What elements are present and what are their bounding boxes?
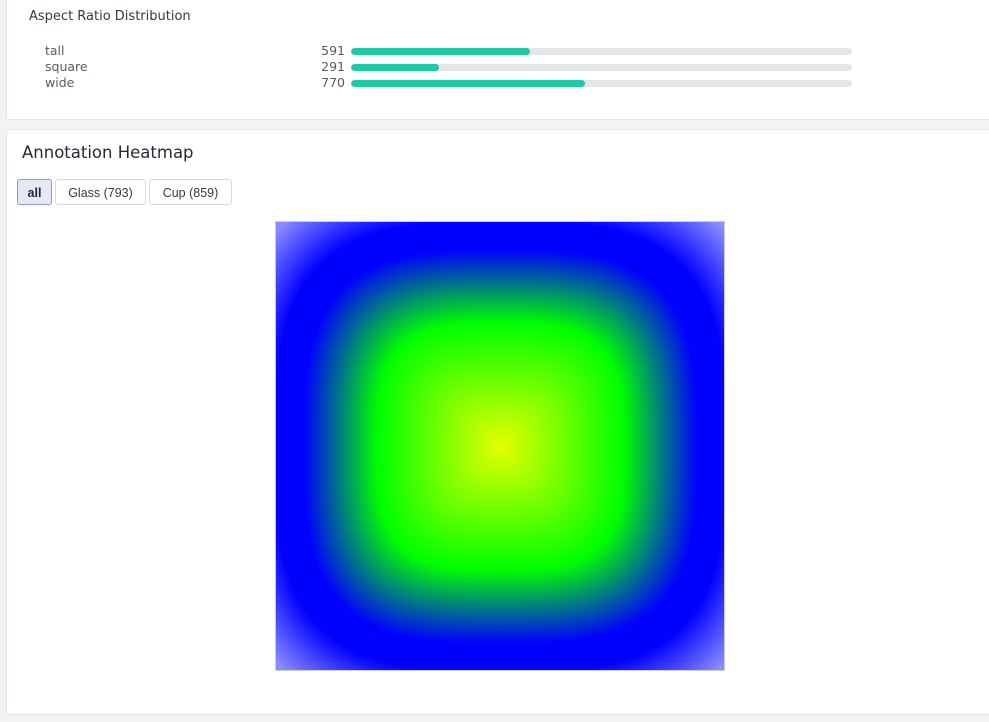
aspect-bar-fill	[351, 80, 585, 87]
annotation-heatmap-panel: Annotation Heatmap all Glass (793) Cup (…	[6, 129, 989, 715]
aspect-bar-track	[351, 48, 852, 55]
aspect-label: square	[45, 59, 88, 74]
heatmap-title: Annotation Heatmap	[22, 143, 194, 162]
filter-glass-button[interactable]: Glass (793)	[55, 179, 146, 205]
aspect-bar-track	[351, 64, 852, 71]
aspect-ratio-title: Aspect Ratio Distribution	[29, 9, 191, 24]
aspect-label: tall	[45, 43, 65, 58]
aspect-row-tall: tall 591	[7, 43, 989, 59]
aspect-count: 591	[321, 43, 345, 58]
aspect-bar-fill	[351, 64, 440, 71]
filter-cup-button[interactable]: Cup (859)	[149, 179, 232, 205]
filter-all-button[interactable]: all	[17, 179, 52, 205]
aspect-bar-track	[351, 80, 852, 87]
aspect-row-wide: wide 770	[7, 75, 989, 91]
aspect-bar-fill	[351, 48, 531, 55]
heatmap-image	[275, 221, 725, 671]
aspect-count: 770	[321, 75, 345, 90]
aspect-label: wide	[45, 75, 75, 90]
aspect-ratio-panel: Aspect Ratio Distribution tall 591 squar…	[6, 0, 989, 120]
aspect-row-square: square 291	[7, 59, 989, 75]
aspect-count: 291	[321, 59, 345, 74]
